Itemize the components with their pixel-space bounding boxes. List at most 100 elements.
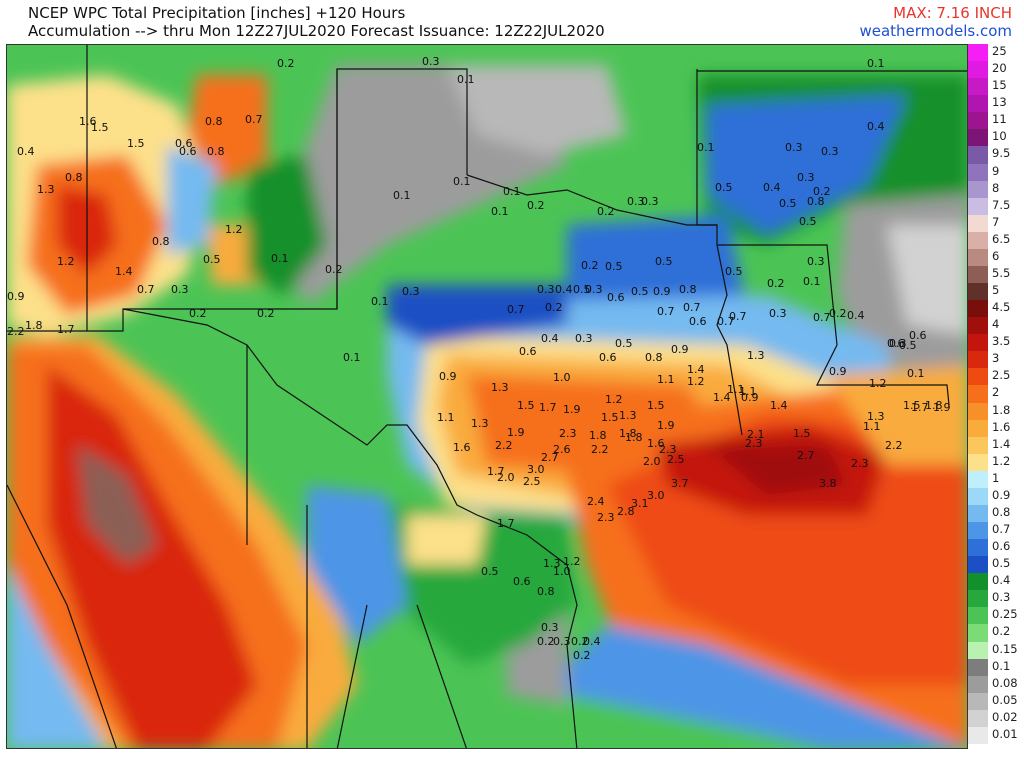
precip-value-label: 2.2 [885,439,903,452]
legend-label: 4.5 [992,300,1011,315]
legend-swatch [968,129,988,147]
legend-swatch [968,300,988,318]
legend-swatch [968,522,988,540]
precip-value-label: 1.8 [625,431,643,444]
precip-value-label: 1.5 [517,399,535,412]
precip-value-label: 1.2 [687,375,705,388]
precip-value-label: 0.3 [422,55,440,68]
precip-value-label: 0.3 [807,255,825,268]
legend-swatch [968,283,988,301]
precip-value-label: 0.3 [889,337,907,350]
precip-value-label: 1.7 [497,517,515,530]
precip-value-label: 0.4 [583,635,601,648]
precip-value-label: 0.5 [481,565,499,578]
legend-row: 7.5 [968,197,1024,215]
legend-swatch [968,180,988,198]
precip-value-label: 0.3 [171,283,189,296]
legend-row: 5.5 [968,265,1024,283]
precip-value-label: 1.0 [553,371,571,384]
precip-value-label: 0.5 [631,285,649,298]
legend-label: 1.8 [992,402,1011,417]
precip-value-label: 1.3 [619,409,637,422]
precip-value-label: 0.6 [909,329,927,342]
legend-label: 7.5 [992,197,1011,212]
header: NCEP WPC Total Precipitation [inches] +1… [0,0,1024,44]
legend-label: 0.7 [992,522,1011,537]
precip-value-label: 1.7 [487,465,505,478]
precip-value-label: 1.5 [601,411,619,424]
legend-swatch [968,470,988,488]
legend-swatch [968,265,988,283]
precip-value-label: 0.1 [453,175,471,188]
legend-swatch [968,573,988,591]
legend-row: 25 [968,44,1024,62]
precip-value-label: 2.5 [667,453,685,466]
map-subtitle: Accumulation --> thru Mon 12Z27JUL2020 F… [28,22,605,40]
precip-value-label: 0.6 [179,145,197,158]
precip-value-label: 1.3 [471,417,489,430]
precip-value-label: 0.5 [779,197,797,210]
precip-value-label: 0.5 [203,253,221,266]
precip-value-label: 0.7 [245,113,263,126]
legend-row: 0.2 [968,624,1024,642]
precip-value-label: 0.1 [803,275,821,288]
precip-value-label: 0.2 [189,307,207,320]
precip-value-label: 0.6 [887,337,905,350]
precip-value-label: 0.4 [763,181,781,194]
precip-value-label: 3.7 [671,477,689,490]
precip-value-label: 1.5 [903,399,921,412]
precip-value-label: 0.5 [725,265,743,278]
legend-swatch [968,385,988,403]
precip-value-label: 0.2 [545,301,563,314]
precip-value-label: 0.1 [271,252,289,265]
legend-label: 6 [992,248,1000,263]
precip-value-label: 0.8 [65,171,83,184]
legend-swatch [968,214,988,232]
precip-value-label: 1.3 [543,557,561,570]
legend-label: 3.5 [992,334,1011,349]
legend-label: 5.5 [992,265,1011,280]
legend-label: 1.4 [992,436,1011,451]
precip-value-label: 0.1 [491,205,509,218]
precip-value-label: 0.8 [679,283,697,296]
precip-value-label: 1.3 [37,183,55,196]
precip-value-label: 0.6 [607,291,625,304]
legend-swatch [968,692,988,710]
precip-value-label: 0.9 [653,285,671,298]
precip-value-label: 2.3 [559,427,577,440]
precip-value-label: 2.2 [591,443,609,456]
legend-swatch [968,368,988,386]
legend-row: 9.5 [968,146,1024,164]
legend-label: 9 [992,163,1000,178]
precip-value-label: 2.6 [553,443,571,456]
precip-value-label: 0.7 [729,310,747,323]
legend-swatch [968,419,988,437]
precip-value-label: 0.3 [537,283,555,296]
legend-label: 0.1 [992,658,1011,673]
precip-value-label: 3.0 [527,463,545,476]
precip-value-label: 2.1 [747,428,765,441]
precip-value-label: 0.2 [277,57,295,70]
legend-swatch [968,334,988,352]
precip-value-label: 0.6 [689,315,707,328]
legend-swatch [968,146,988,164]
legend-swatch [968,675,988,693]
precip-value-label: 0.3 [553,635,571,648]
legend-label: 1 [992,470,1000,485]
precip-value-label: 1.1 [727,383,745,396]
legend-label: 0.25 [992,607,1018,622]
precip-value-label: 1.9 [657,419,675,432]
precip-value-label: 0.6 [599,351,617,364]
brand-link[interactable]: weathermodels.com [859,22,1012,40]
precip-value-label: 1.4 [687,363,705,376]
legend-row: 6 [968,248,1024,266]
legend-swatch [968,351,988,369]
precip-value-label: 2.0 [643,455,661,468]
legend-row: 0.25 [968,607,1024,625]
precip-value-label: 0.9 [741,391,759,404]
precip-value-label: 1.7 [911,401,929,414]
precip-value-label: 0.9 [829,365,847,378]
legend-swatch [968,539,988,557]
legend-label: 9.5 [992,146,1011,161]
precip-value-label: 1.8 [925,399,943,412]
